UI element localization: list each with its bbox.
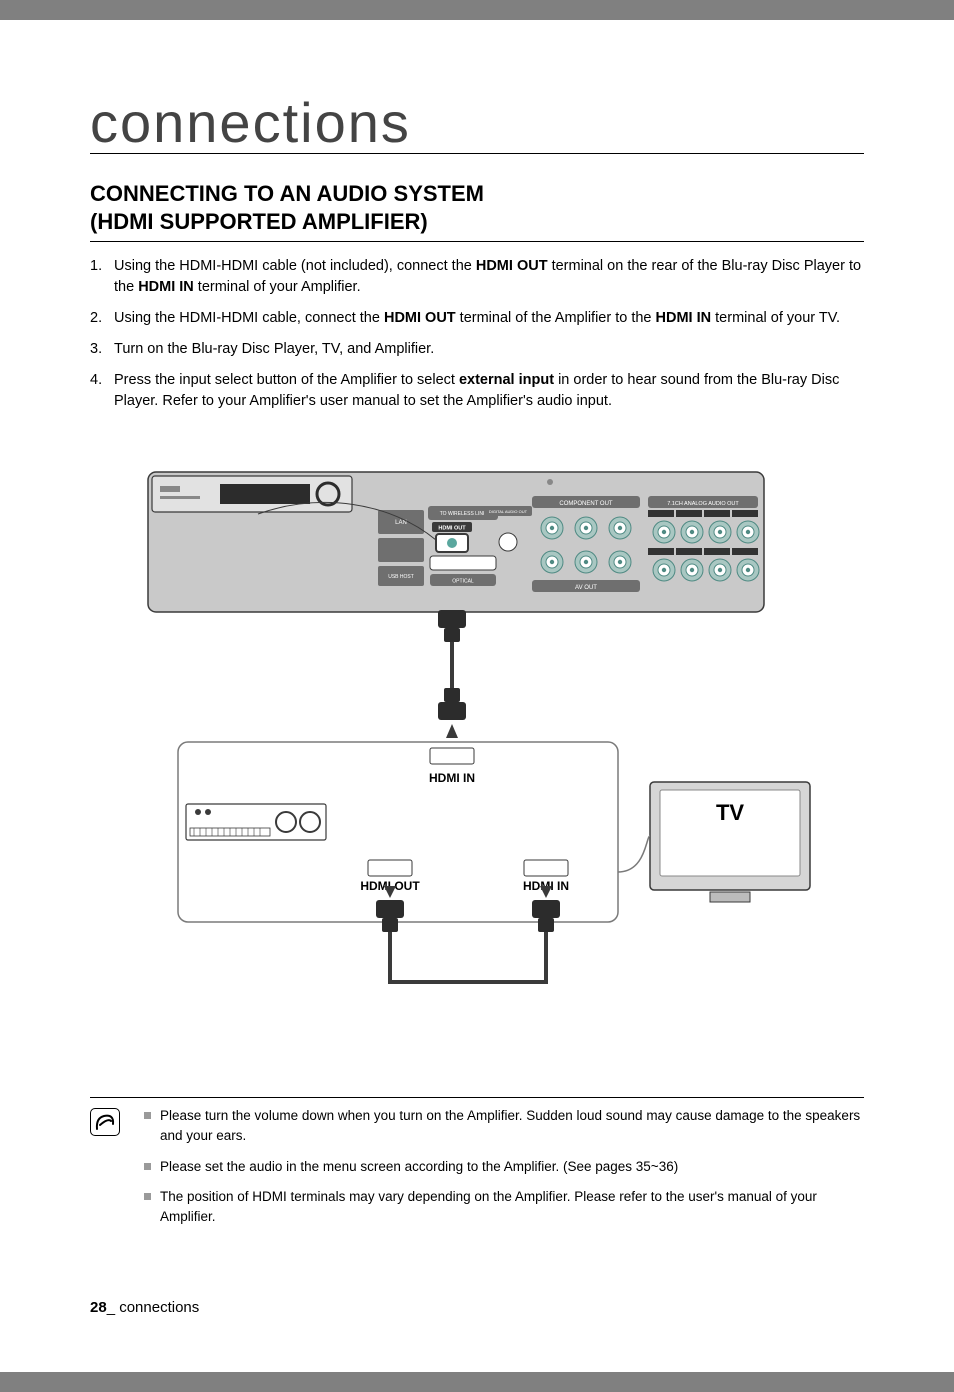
page-footer: 28_ connections	[90, 1299, 199, 1316]
hdmi-plug-icon	[438, 688, 466, 720]
step-4: Press the input select button of the Amp…	[90, 370, 864, 412]
footer-label: connections	[119, 1299, 199, 1316]
notes-list: Please turn the volume down when you tur…	[144, 1106, 864, 1237]
footer-sep: _	[107, 1299, 120, 1316]
step-text: Turn on the Blu-ray Disc Player, TV, and…	[114, 341, 434, 357]
label-usb: USB HOST	[388, 574, 414, 580]
tv-icon: TV	[650, 782, 810, 902]
note-item: Please set the audio in the menu screen …	[144, 1157, 864, 1177]
label-hdmi-out-port: HDMI OUT	[438, 526, 466, 532]
step-text: terminal of the Amplifier to the	[456, 310, 656, 326]
step-2: Using the HDMI-HDMI cable, connect the H…	[90, 308, 864, 329]
section-title: CONNECTING TO AN AUDIO SYSTEM (HDMI SUPP…	[90, 180, 864, 242]
page-number: 28	[90, 1299, 107, 1316]
hdmi-plug-icon	[438, 610, 466, 642]
connection-diagram: LAN USB HOST TO WIRELESS LINK HDMI OUT O…	[90, 452, 864, 1022]
step-bold: HDMI IN	[656, 310, 712, 326]
manual-page: connections CONNECTING TO AN AUDIO SYSTE…	[0, 20, 954, 1372]
label-analog-out: 7.1CH ANALOG AUDIO OUT	[667, 501, 739, 507]
svg-text:DIGITAL AUDIO OUT: DIGITAL AUDIO OUT	[489, 509, 528, 514]
note-block: Please turn the volume down when you tur…	[90, 1106, 864, 1237]
note-item: The position of HDMI terminals may vary …	[144, 1187, 864, 1228]
step-text: Using the HDMI-HDMI cable, connect the	[114, 310, 384, 326]
label-component-out: COMPONENT OUT	[559, 501, 613, 507]
label-tv: TV	[716, 800, 744, 825]
step-bold: HDMI OUT	[476, 258, 548, 274]
step-text: terminal of your TV.	[711, 310, 840, 326]
hdmi-cable-2	[390, 932, 546, 982]
step-text: Press the input select button of the Amp…	[114, 372, 459, 388]
chapter-title: connections	[90, 95, 864, 154]
label-hdmi-in: HDMI IN	[429, 771, 475, 785]
section-title-line2: (HDMI SUPPORTED AMPLIFIER)	[90, 209, 428, 234]
step-bold: HDMI IN	[138, 279, 194, 295]
svg-text:TO WIRELESS LINK: TO WIRELESS LINK	[440, 511, 487, 517]
label-lan: LAN	[395, 520, 407, 526]
hdmi-plug-icon	[376, 900, 404, 932]
label-av-out: AV OUT	[575, 585, 597, 591]
steps-list: Using the HDMI-HDMI cable (not included)…	[90, 256, 864, 412]
hdmi-plug-icon	[532, 900, 560, 932]
note-icon	[90, 1108, 120, 1136]
label-optical: OPTICAL	[452, 579, 474, 585]
step-text: terminal of your Amplifier.	[194, 279, 361, 295]
note-item: Please turn the volume down when you tur…	[144, 1106, 864, 1147]
step-text: Using the HDMI-HDMI cable (not included)…	[114, 258, 476, 274]
note-icon-col	[90, 1106, 144, 1237]
section-title-line1: CONNECTING TO AN AUDIO SYSTEM	[90, 181, 484, 206]
step-1: Using the HDMI-HDMI cable (not included)…	[90, 256, 864, 298]
note-rule	[90, 1097, 864, 1098]
step-bold: external input	[459, 372, 554, 388]
step-bold: HDMI OUT	[384, 310, 456, 326]
step-3: Turn on the Blu-ray Disc Player, TV, and…	[90, 339, 864, 360]
